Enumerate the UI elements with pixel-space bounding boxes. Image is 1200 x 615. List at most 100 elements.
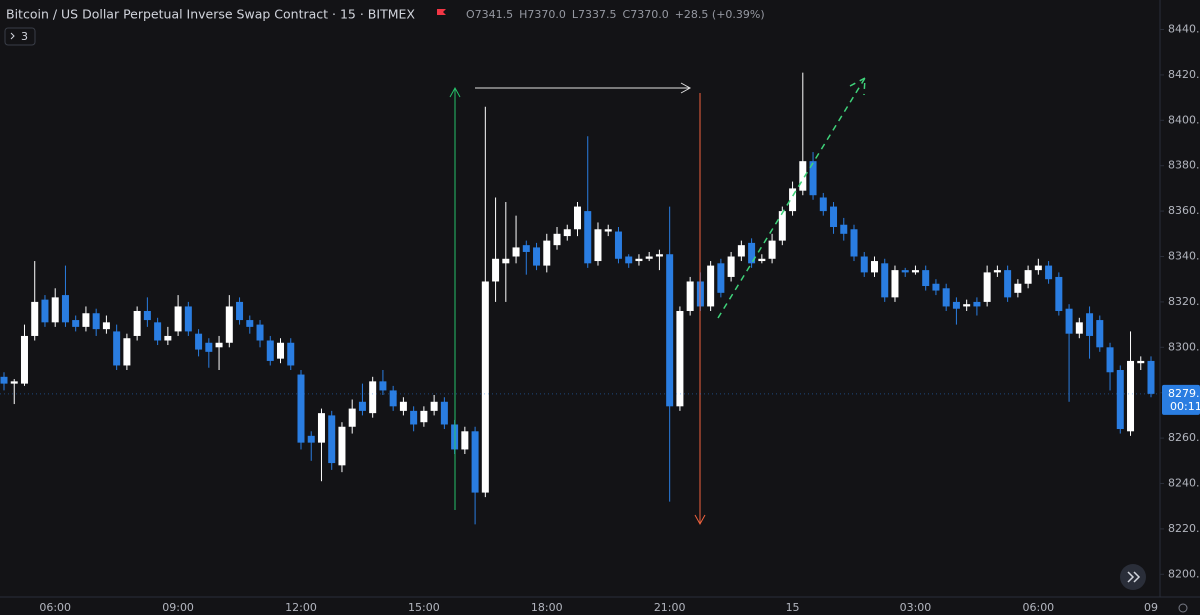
candle-body [604,229,612,232]
y-tick-label: 8440.0 [1168,23,1200,36]
down-arrow-head [694,514,706,526]
indicator-count: 3 [21,30,28,43]
candle-body [911,270,919,273]
candle-body [430,401,438,411]
right-arrow-head [680,82,692,94]
candle-body [236,301,244,321]
candle-body [574,206,581,230]
candle-body [1147,360,1155,394]
candle-body [1086,313,1094,336]
ohlc-value: H7370.0 [519,8,566,21]
candle-body [205,342,213,352]
candle-body [635,258,643,262]
candle-body [420,410,428,423]
candle-body [225,306,233,343]
candle-body [92,313,100,330]
x-tick-label: 06:00 [39,601,71,614]
ohlc-value: C7370.0 [623,8,669,21]
ohlc-value: +28.5 (+0.39%) [675,8,765,21]
x-tick-label: 15 [786,601,800,614]
candle-body [676,310,684,407]
candle-body [645,256,653,259]
x-tick-label: 12:00 [285,601,317,614]
candle-body [471,431,479,493]
candle-body [686,281,694,311]
candle-body [963,304,971,307]
candle-body [553,233,561,246]
candle-body [10,381,18,384]
candle-body [1055,276,1063,311]
candle-body [1096,320,1104,348]
candle-body [993,270,1001,273]
candle-body [850,229,858,257]
candle-body [891,270,899,298]
y-tick-label: 8240.0 [1168,477,1200,490]
candle-body [727,256,735,277]
candle-body [799,161,807,191]
candle-body [174,306,182,332]
candle-body [881,263,889,298]
candle-body [328,415,336,464]
candle-body [860,256,868,273]
candle-body [461,431,469,450]
candle-body [717,263,725,293]
x-tick-label: 18:00 [531,601,563,614]
candle-body [61,295,69,323]
x-tick-label: 06:00 [1022,601,1054,614]
x-tick-label: 21:00 [654,601,686,614]
candle-body [215,342,223,348]
candle-body [195,333,203,350]
candle-body [901,270,909,273]
candle-body [297,374,305,443]
candle-body [492,258,500,282]
candle-body [389,390,397,407]
candle-body [1004,270,1012,298]
candle-body [737,245,745,257]
settings-icon[interactable] [1178,603,1188,613]
candle-body [410,410,418,425]
candle-body [1045,265,1053,280]
candle-body [246,320,254,327]
y-tick-label: 8260.0 [1168,431,1200,444]
x-tick-label: 09 [1144,601,1158,614]
candle-body [819,197,827,212]
y-tick-label: 8200.0 [1168,567,1200,580]
y-tick-label: 8340.0 [1168,250,1200,263]
candle-body [133,310,141,336]
candle-body [399,401,407,411]
candle-body [41,299,49,323]
candle-body [522,245,530,252]
candle-body [369,381,377,414]
candle-body [768,240,776,259]
candle-body [256,324,264,341]
candle-body [113,331,121,366]
y-tick-label: 8420.0 [1168,68,1200,81]
last-price-label: 8279.5 [1168,387,1200,400]
candle-body [1116,370,1124,430]
y-tick-label: 8400.0 [1168,113,1200,126]
x-tick-label: 09:00 [162,601,194,614]
candle-body [922,270,930,287]
candle-body [655,254,663,257]
candle-body [31,301,39,336]
x-tick-label: 03:00 [900,601,932,614]
candle-body [51,297,59,323]
candle-body [1024,270,1032,284]
candle-body [440,401,448,425]
y-tick-label: 8300.0 [1168,340,1200,353]
countdown-label: 00:11 [1170,400,1200,413]
y-tick-label: 8360.0 [1168,204,1200,217]
indicator-toggle[interactable] [4,27,36,46]
candle-body [481,281,489,493]
candle-body [143,310,151,321]
candle-body [614,231,622,259]
candle-body [1075,322,1083,334]
candle-body [830,206,838,227]
double-chevron-icon [1127,571,1141,583]
candle-body [102,322,110,330]
candle-body [789,188,797,212]
candle-body [942,288,950,307]
dashed-projection [717,77,866,319]
candles [0,72,1155,525]
